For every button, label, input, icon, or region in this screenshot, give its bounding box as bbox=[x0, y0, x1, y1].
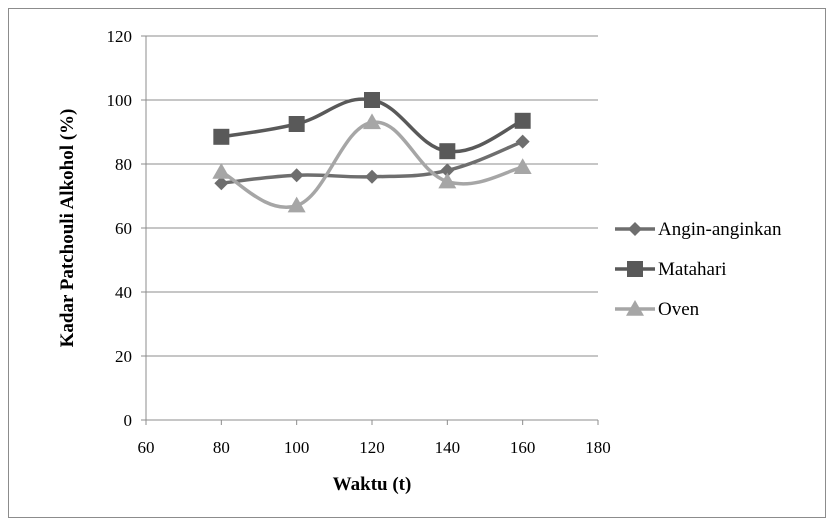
point-oven-80 bbox=[212, 163, 231, 179]
point-angin-anginkan-80 bbox=[214, 176, 229, 191]
point-matahari-140 bbox=[439, 143, 456, 160]
x-tick-label-160: 160 bbox=[510, 438, 536, 457]
y-tick-label-80: 80 bbox=[115, 155, 132, 174]
y-tick-label-120: 120 bbox=[107, 27, 133, 46]
legend-marker-oven bbox=[626, 300, 644, 316]
point-angin-anginkan-120 bbox=[365, 169, 379, 184]
x-tick-label-100: 100 bbox=[284, 438, 310, 457]
x-tick-label-80: 80 bbox=[213, 438, 230, 457]
y-tick-label-40: 40 bbox=[115, 283, 132, 302]
series-line-oven bbox=[219, 120, 525, 209]
point-matahari-80 bbox=[213, 128, 230, 145]
legend-label-matahari: Matahari bbox=[658, 259, 727, 280]
chart-frame: 0 20 40 60 80 100 120 60 80 100 120 140 160 180 Waktu… bbox=[8, 8, 826, 518]
x-axis-title: Waktu (t) bbox=[333, 474, 412, 495]
x-tick-label-140: 140 bbox=[435, 438, 461, 457]
y-tick-label-100: 100 bbox=[107, 91, 133, 110]
point-matahari-120 bbox=[364, 92, 380, 108]
point-oven-160 bbox=[513, 158, 532, 174]
legend-label-oven: Oven bbox=[658, 299, 700, 320]
data-markers bbox=[212, 92, 532, 213]
point-angin-anginkan-140 bbox=[440, 163, 455, 178]
axes bbox=[141, 35, 599, 425]
legend-item-oven: Oven bbox=[615, 299, 700, 320]
legend-item-matahari: Matahari bbox=[615, 259, 727, 280]
y-axis-title: Kadar Patchouli Alkohol (%) bbox=[57, 109, 78, 348]
point-matahari-160 bbox=[514, 112, 531, 129]
point-oven-140 bbox=[438, 172, 457, 189]
y-tick-label-0: 0 bbox=[124, 411, 133, 430]
x-tick-label-60: 60 bbox=[138, 438, 155, 457]
y-tick-label-20: 20 bbox=[115, 347, 132, 366]
legend-label-angin-anginkan: Angin-anginkan bbox=[658, 219, 782, 240]
line-chart: 0 20 40 60 80 100 120 60 80 100 120 140 160 180 Waktu… bbox=[57, 27, 782, 495]
point-matahari-100 bbox=[288, 116, 305, 132]
legend: Angin-anginkan Matahari Oven bbox=[615, 219, 782, 320]
point-angin-anginkan-100 bbox=[289, 168, 304, 183]
point-oven-100 bbox=[287, 196, 306, 213]
x-tick-label-120: 120 bbox=[359, 438, 385, 457]
legend-marker-matahari bbox=[627, 261, 643, 277]
axis-titles: Waktu (t) Kadar Patchouli Alkohol (%) bbox=[57, 109, 411, 495]
point-oven-120 bbox=[363, 113, 381, 130]
y-tick-label-60: 60 bbox=[115, 219, 132, 238]
point-angin-anginkan-160 bbox=[515, 134, 530, 149]
x-tick-label-180: 180 bbox=[585, 438, 611, 457]
legend-marker-angin-anginkan bbox=[628, 222, 642, 236]
legend-item-angin-anginkan: Angin-anginkan bbox=[615, 219, 782, 240]
gridlines bbox=[146, 35, 598, 357]
tick-labels: 0 20 40 60 80 100 120 60 80 100 120 140 160 180 bbox=[107, 27, 611, 457]
